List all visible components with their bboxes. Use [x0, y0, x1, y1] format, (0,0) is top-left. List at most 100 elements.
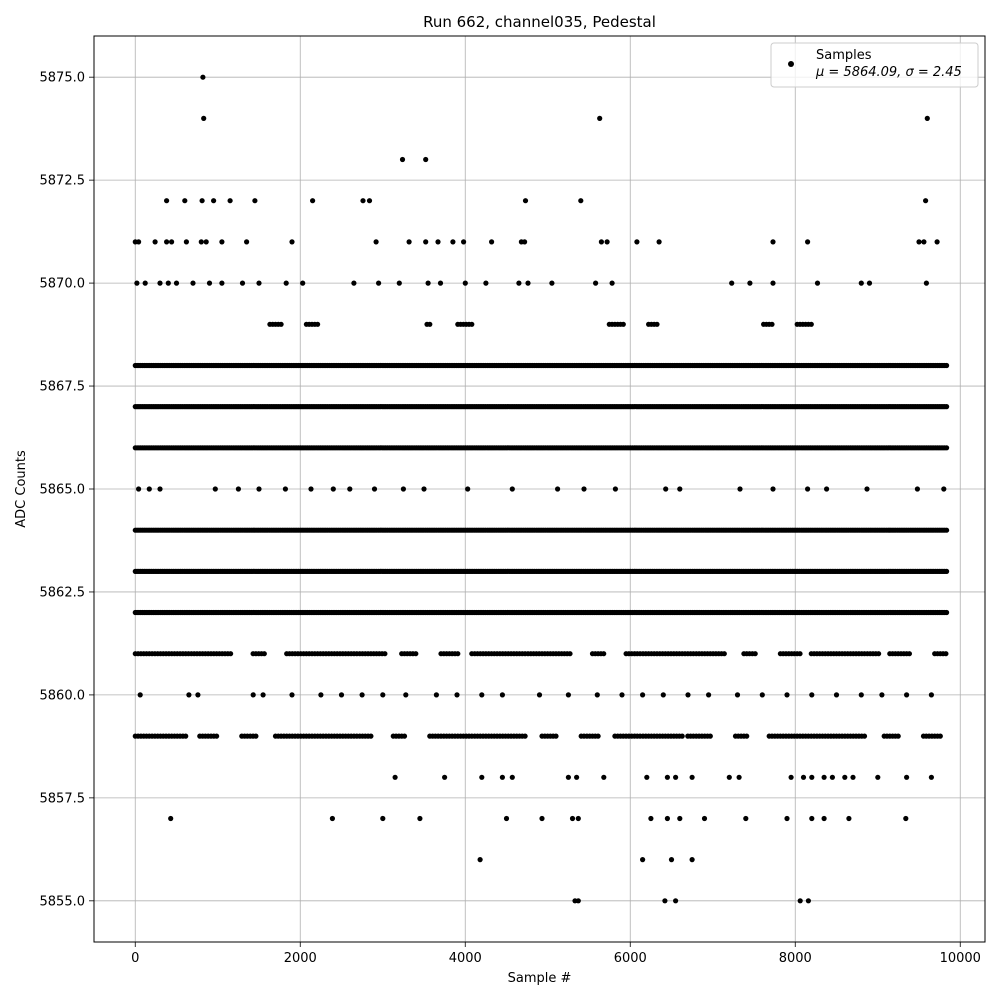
data-point [330, 486, 336, 492]
y-tick-label: 5867.5 [40, 380, 86, 395]
data-point [858, 280, 864, 286]
data-point [509, 486, 515, 492]
data-point [283, 280, 289, 286]
data-point [809, 692, 815, 698]
data-point [736, 774, 742, 780]
data-point [673, 898, 679, 904]
data-point [759, 692, 765, 698]
data-point [734, 692, 741, 698]
data-point [310, 198, 316, 204]
legend-label: Samples [816, 48, 872, 63]
data-point [483, 280, 489, 286]
y-tick-label: 5865.0 [40, 483, 86, 498]
data-point [454, 692, 460, 698]
data-point [252, 198, 258, 204]
data-point [821, 815, 827, 822]
data-point [244, 239, 250, 245]
data-point [640, 692, 646, 698]
data-point [601, 774, 607, 780]
y-tick-label: 5870.0 [40, 277, 86, 292]
data-point [575, 815, 581, 822]
data-point [707, 733, 713, 739]
data-point [575, 898, 581, 904]
data-point [788, 774, 794, 780]
data-point [706, 692, 712, 698]
data-point [206, 280, 213, 286]
data-point [278, 321, 284, 327]
data-point [660, 692, 666, 698]
data-point [904, 692, 910, 698]
data-point [437, 280, 444, 286]
x-axis-label: Sample # [508, 971, 572, 986]
data-point [289, 692, 295, 698]
data-point [435, 239, 441, 245]
x-tick-label: 6000 [614, 951, 647, 966]
data-point [662, 898, 668, 904]
data-point [934, 239, 940, 245]
data-point [399, 156, 406, 163]
y-tick-label: 5855.0 [40, 894, 86, 909]
data-point [553, 733, 559, 739]
data-point [569, 815, 576, 822]
data-point [668, 857, 675, 863]
data-point [516, 280, 522, 286]
data-point [701, 815, 708, 822]
data-point [425, 280, 431, 286]
data-point [359, 692, 365, 698]
data-point [219, 280, 225, 286]
y-tick-label: 5872.5 [40, 174, 86, 189]
data-point [164, 239, 170, 245]
data-point [821, 774, 827, 780]
data-point [805, 486, 811, 492]
data-point [809, 774, 815, 780]
data-point [396, 280, 402, 286]
data-point [462, 280, 468, 286]
data-point [866, 280, 873, 286]
data-point [904, 774, 910, 780]
data-point [648, 815, 654, 822]
data-point [858, 692, 864, 698]
data-point [808, 321, 814, 327]
data-point [190, 280, 196, 286]
data-point [433, 692, 439, 698]
data-point [941, 486, 947, 492]
data-point [509, 774, 515, 780]
y-tick-label: 5862.5 [40, 585, 86, 600]
data-point [729, 280, 735, 286]
data-point [406, 239, 412, 245]
axis-ticks: 0 2000 4000 6000 8000 10000 5855.0 5857.5 5860.0… [40, 71, 981, 966]
y-tick-label: 5875.0 [40, 71, 86, 86]
data-point [921, 239, 927, 245]
data-point [300, 280, 306, 286]
data-point [679, 733, 685, 739]
data-point [347, 486, 353, 492]
data-point [203, 239, 209, 245]
data-point [923, 198, 929, 204]
data-point [619, 692, 625, 698]
data-point [479, 692, 485, 698]
data-point [201, 115, 207, 121]
data-point [479, 774, 485, 780]
data-point [382, 651, 388, 657]
x-tick-label: 2000 [284, 951, 317, 966]
data-point [450, 239, 456, 245]
data-point [567, 651, 573, 657]
data-point [842, 774, 848, 780]
data-point [261, 651, 267, 657]
data-point [663, 486, 669, 492]
legend-box [770, 42, 979, 88]
data-point [864, 486, 870, 492]
data-point [522, 198, 529, 204]
data-point [574, 774, 580, 780]
data-point [152, 239, 158, 245]
x-tick-label: 0 [131, 951, 139, 966]
data-point [465, 486, 471, 492]
data-point [329, 815, 335, 822]
data-point [770, 280, 776, 286]
data-point [212, 486, 218, 492]
data-point [737, 486, 743, 492]
data-point [368, 733, 374, 739]
data-point [634, 239, 640, 245]
